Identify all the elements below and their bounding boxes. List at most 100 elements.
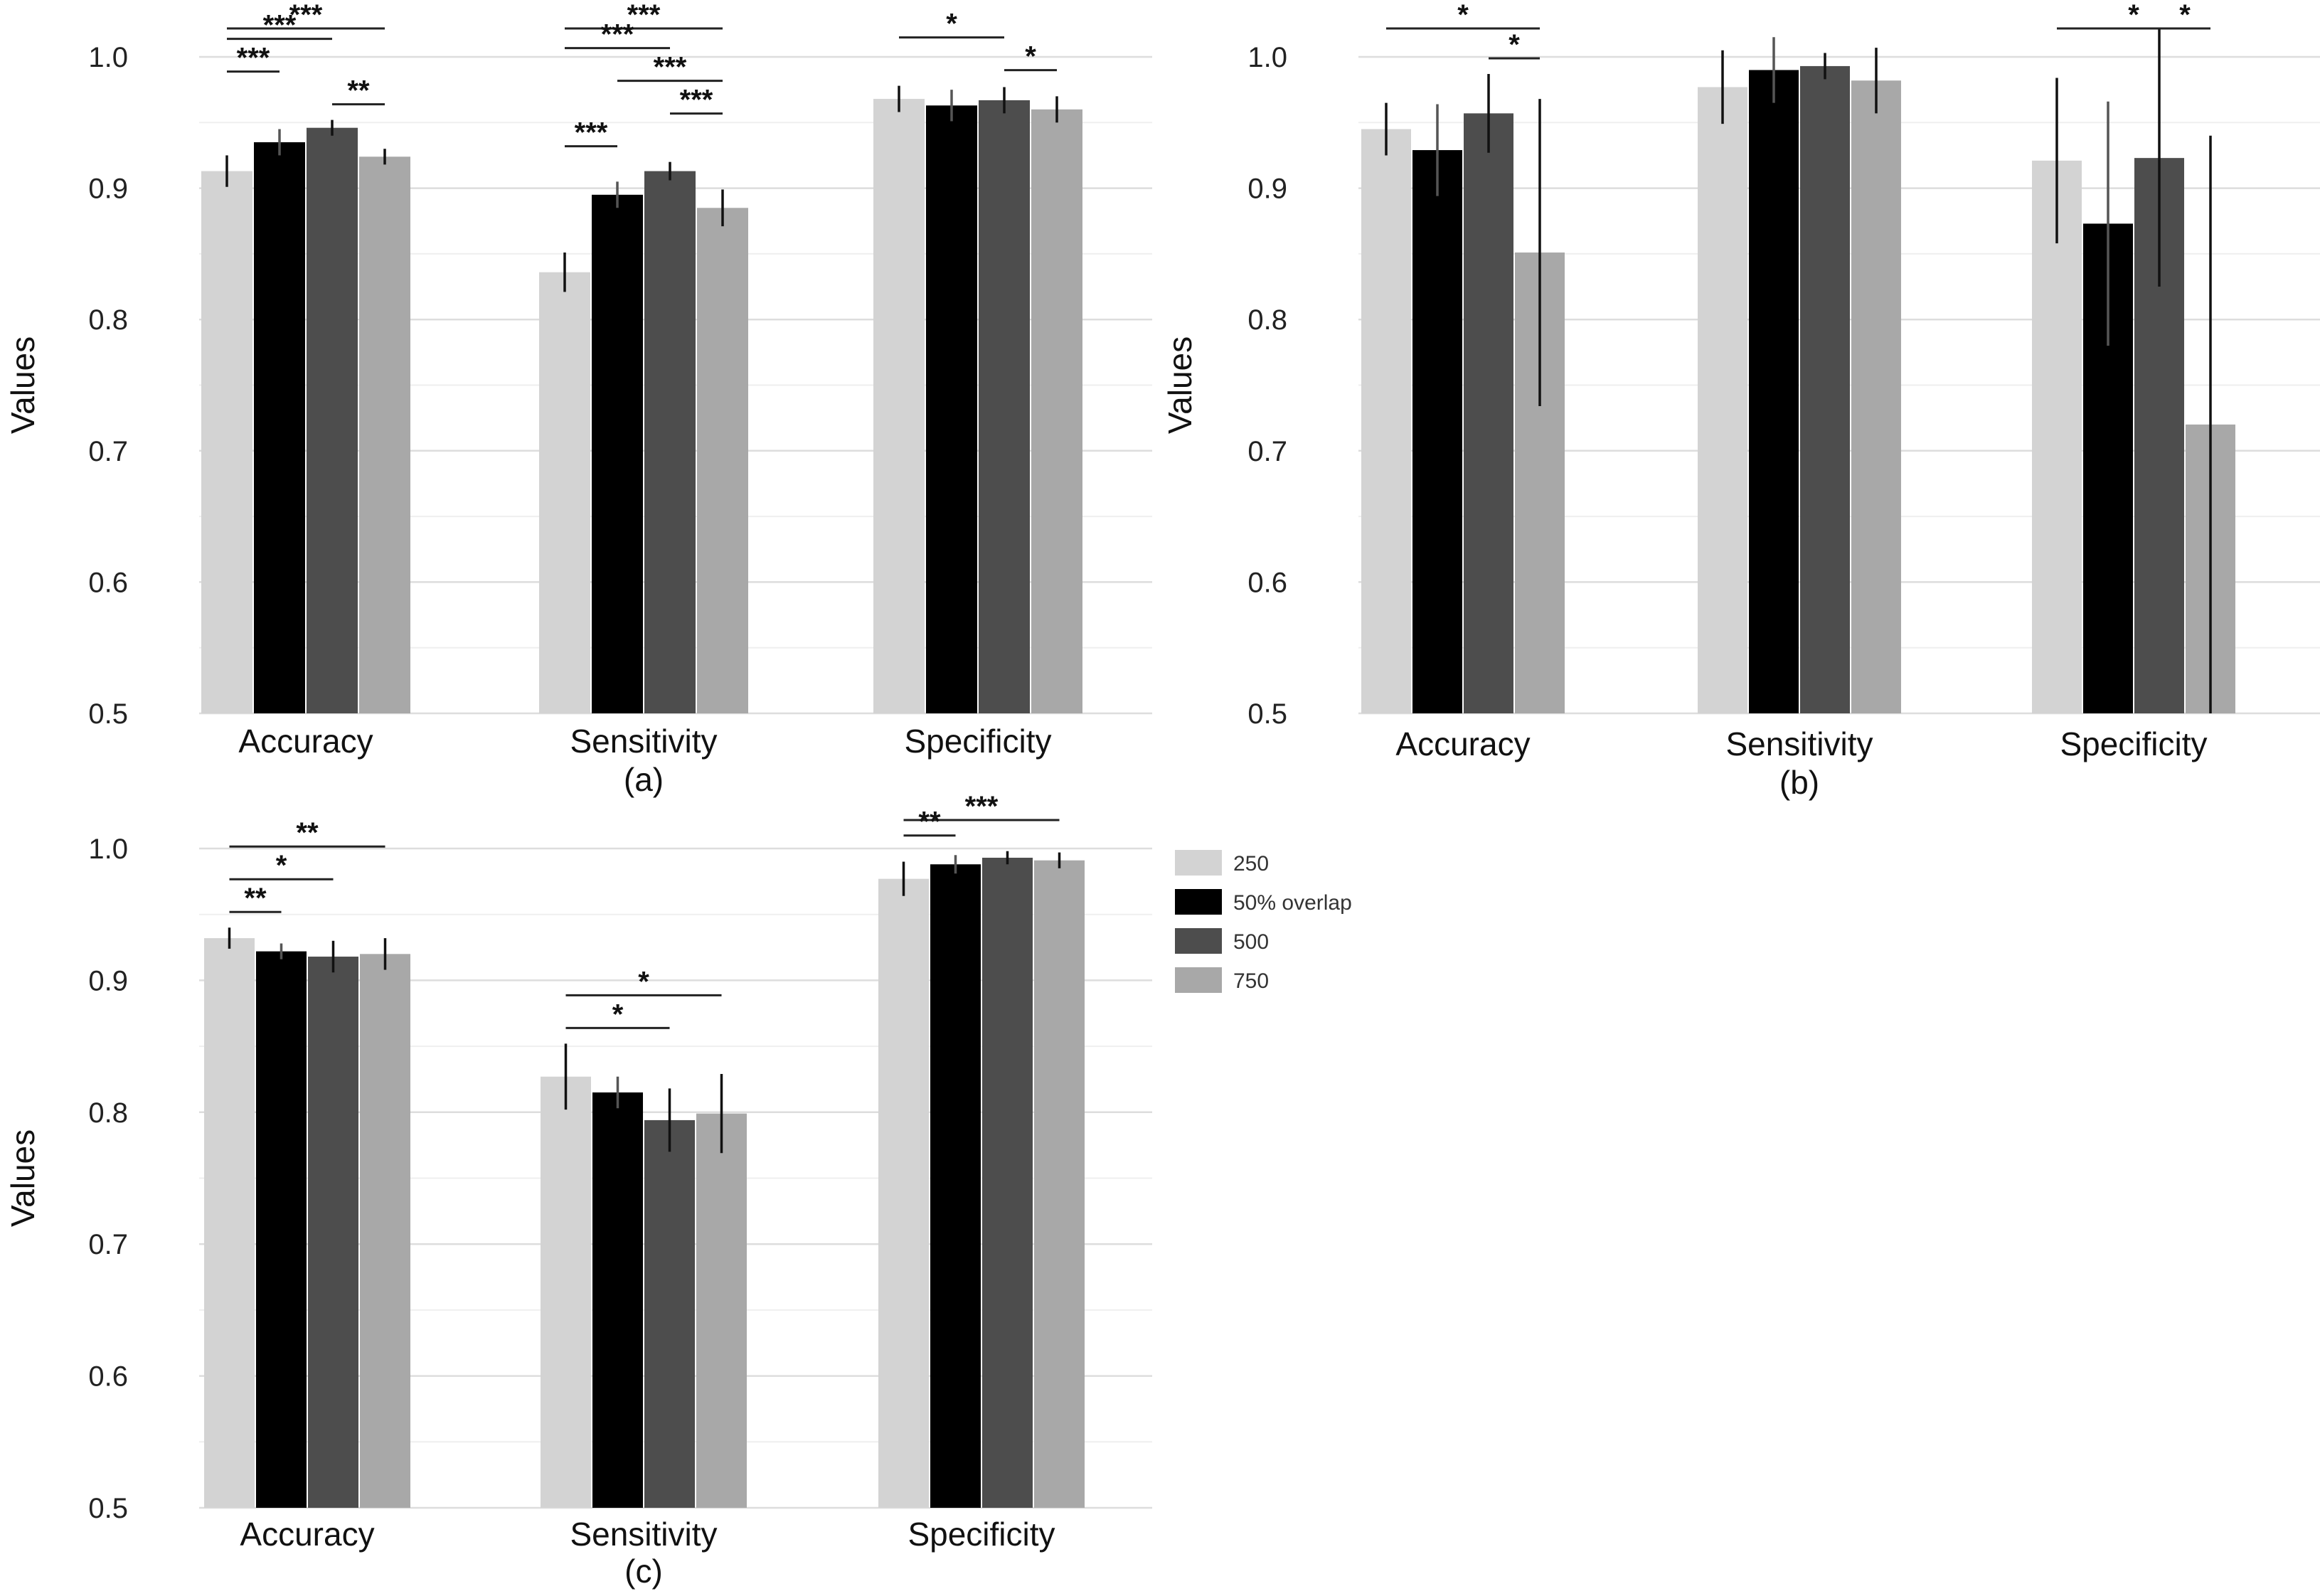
y-tick-label: 0.7 <box>88 436 128 467</box>
bar-accuracy-series-1 <box>254 142 305 714</box>
bar-specificity-series-0 <box>2032 160 2082 714</box>
significance-stars: * <box>1457 0 1469 31</box>
y-tick-label: 1.0 <box>1247 42 1287 73</box>
bar-sensitivity-series-1 <box>1749 70 1799 713</box>
bar-sensitivity-series-2 <box>1800 65 1850 713</box>
significance-stars: * <box>276 850 287 881</box>
y-axis-label: Values <box>4 336 41 434</box>
panel-label: (a) <box>624 761 664 798</box>
bar-specificity-series-1 <box>930 864 981 1508</box>
y-tick-label: 0.8 <box>88 1097 128 1129</box>
bar-accuracy-series-0 <box>201 171 252 714</box>
panel-c: 0.5 0.6 0.7 0.8 0.9 1.0 Values Accuracy Sensitiv… <box>4 791 1152 1590</box>
panel-a: 0.5 0.6 0.7 0.8 0.9 1.0 Values Accuracy Sensitiv… <box>4 0 1152 798</box>
bar-accuracy-series-2 <box>308 957 358 1508</box>
y-tick-label: 1.0 <box>88 834 128 865</box>
bar-sensitivity-series-1 <box>592 1092 643 1508</box>
legend-swatch-1 <box>1175 889 1222 915</box>
bar-sensitivity-series-0 <box>539 272 590 713</box>
y-tick-label: 0.8 <box>1247 304 1287 336</box>
category-label-specificity: Specificity <box>2060 725 2207 762</box>
y-tick-label: 0.5 <box>1247 698 1287 730</box>
bar-sensitivity-series-0 <box>541 1076 591 1508</box>
significance-stars: *** <box>263 10 297 41</box>
legend-label-1: 50% overlap <box>1233 891 1352 915</box>
y-tick-label: 0.7 <box>88 1229 128 1260</box>
bar-sensitivity-series-0 <box>1698 87 1747 713</box>
y-tick-label: 0.8 <box>88 304 128 336</box>
significance-stars: *** <box>654 52 687 83</box>
bar-specificity-series-3 <box>1034 860 1085 1508</box>
significance-stars: *** <box>601 19 634 50</box>
bar-accuracy-series-0 <box>1361 129 1411 713</box>
bar-accuracy-series-0 <box>204 938 255 1508</box>
significance-stars: * <box>638 966 649 997</box>
category-label-specificity: Specificity <box>904 723 1051 760</box>
bar-sensitivity-series-2 <box>644 171 696 714</box>
significance-stars: *** <box>627 0 661 31</box>
y-axis-label: Values <box>1161 336 1198 434</box>
y-axis-label: Values <box>4 1129 41 1227</box>
y-tick-label: 0.9 <box>1247 174 1287 205</box>
bar-accuracy-series-1 <box>256 951 307 1508</box>
significance-stars: ** <box>347 75 370 107</box>
y-tick-label: 0.6 <box>88 567 128 598</box>
category-label-accuracy: Accuracy <box>238 723 373 760</box>
legend-label-3: 750 <box>1233 969 1269 993</box>
y-tick-label: 0.7 <box>1247 436 1287 467</box>
category-label-accuracy: Accuracy <box>1395 725 1530 762</box>
category-label-accuracy: Accuracy <box>240 1516 374 1553</box>
bar-specificity-series-3 <box>1031 109 1082 714</box>
significance-stars: * <box>2179 0 2191 31</box>
bar-sensitivity-series-3 <box>1851 80 1901 713</box>
category-label-specificity: Specificity <box>908 1516 1055 1553</box>
y-tick-label: 0.5 <box>88 1493 128 1524</box>
panel-label: (b) <box>1779 764 1819 801</box>
bar-specificity-series-0 <box>878 878 929 1508</box>
category-label-sensitivity: Sensitivity <box>570 1516 717 1553</box>
significance-stars: *** <box>289 0 323 31</box>
legend-label-2: 500 <box>1233 930 1269 954</box>
bar-sensitivity-series-2 <box>644 1119 695 1508</box>
legend-swatch-3 <box>1175 967 1222 993</box>
legend-label-0: 250 <box>1233 852 1269 876</box>
bar-sensitivity-series-3 <box>697 208 748 713</box>
bar-accuracy-series-2 <box>307 127 358 713</box>
y-tick-label: 0.6 <box>88 1361 128 1393</box>
y-tick-label: 0.5 <box>88 698 128 730</box>
bar-specificity-series-1 <box>926 105 977 713</box>
category-label-sensitivity: Sensitivity <box>570 723 717 760</box>
legend-swatch-0 <box>1175 850 1222 876</box>
legend: 250 50% overlap 500 750 <box>1175 850 1352 993</box>
y-tick-label: 0.9 <box>88 174 128 205</box>
legend-swatch-2 <box>1175 928 1222 954</box>
significance-stars: * <box>1508 29 1520 60</box>
panel-b: 0.5 0.6 0.7 0.8 0.9 1.0 Values Accuracy Sensitiv… <box>1161 0 2320 801</box>
bar-accuracy-series-2 <box>1464 113 1513 714</box>
significance-stars: *** <box>575 117 608 149</box>
significance-stars: ** <box>244 883 267 914</box>
bar-specificity-series-2 <box>982 857 1033 1508</box>
significance-stars: ** <box>296 817 319 848</box>
bar-accuracy-series-1 <box>1412 150 1462 714</box>
significance-stars: * <box>1025 41 1036 73</box>
bar-specificity-series-2 <box>979 100 1030 714</box>
significance-stars: *** <box>965 791 999 822</box>
significance-stars: ** <box>918 807 941 838</box>
category-label-sensitivity: Sensitivity <box>1725 725 1873 762</box>
panel-label: (c) <box>624 1553 663 1590</box>
bar-specificity-series-0 <box>873 99 925 713</box>
significance-stars: * <box>612 999 624 1030</box>
y-tick-label: 0.6 <box>1247 567 1287 598</box>
significance-stars: * <box>946 9 957 40</box>
significance-stars: * <box>2128 0 2139 31</box>
significance-stars: *** <box>237 43 270 74</box>
bar-accuracy-series-3 <box>360 954 410 1508</box>
y-tick-label: 1.0 <box>88 42 128 73</box>
significance-stars: *** <box>680 85 713 116</box>
bar-accuracy-series-3 <box>359 156 410 713</box>
bar-sensitivity-series-1 <box>592 194 643 714</box>
bar-sensitivity-series-3 <box>696 1113 747 1508</box>
y-tick-label: 0.9 <box>88 965 128 996</box>
